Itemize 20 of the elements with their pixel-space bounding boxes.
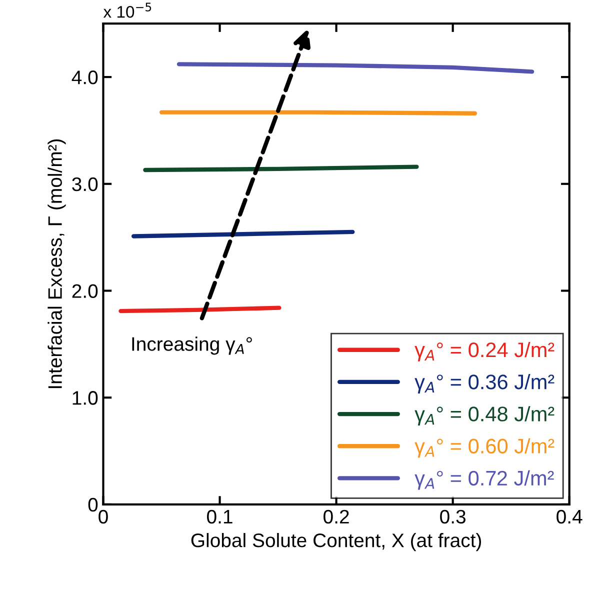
y-axis-title: Interfacial Excess, Γ (mol/m²) [48,139,66,388]
x-tick-label: 0.1 [207,510,232,524]
annotation: Increasing γ$_{A}$° [132,336,252,355]
legend-label: γ$_{A}$° = 0.60 J/m² [414,438,554,458]
y-tick-label: 2.0 [72,284,98,298]
y-tick-label: 0 [88,498,98,512]
x-tick-label: 0.4 [556,510,582,524]
legend-label: γ$_{A}$° = 0.24 J/m² [414,342,554,362]
legend-label: γ$_{A}$° = 0.48 J/m² [414,406,554,426]
x-tick-label: 0.2 [324,510,349,524]
x-tick-label: 0 [98,510,108,524]
x-axis-title: Global Solute Content, X (at fract) [191,532,482,552]
y-tick-label: 4.0 [72,70,98,84]
text: x 10$^{−5}$ [103,2,152,18]
legend-label: γ$_{A}$° = 0.36 J/m² [414,374,554,394]
legend-label: γ$_{A}$° = 0.72 J/m² [414,470,554,490]
line-series [176,62,534,74]
y-tick-label: 1.0 [72,391,98,405]
x-tick-label: 0.3 [440,510,466,524]
y-tick-label: 3.0 [72,177,98,192]
